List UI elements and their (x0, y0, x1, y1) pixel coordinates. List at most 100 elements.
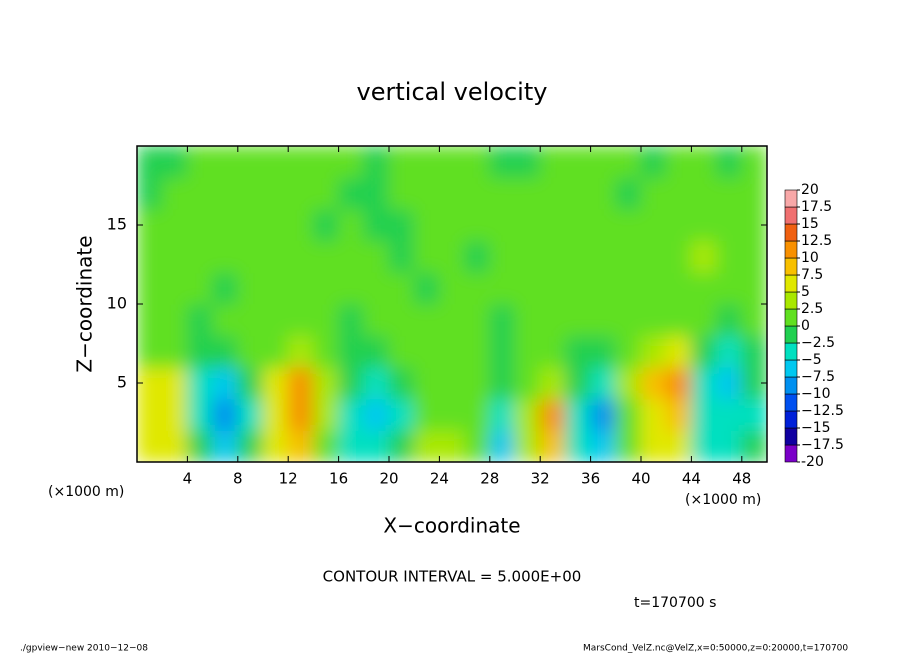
cell (716, 177, 743, 210)
cell (590, 335, 617, 368)
cell (186, 177, 214, 210)
cell (388, 398, 415, 431)
cell (287, 429, 314, 462)
cell (489, 146, 516, 179)
cell (741, 146, 767, 179)
cell (514, 208, 541, 242)
cell (716, 146, 743, 179)
cell (464, 240, 491, 273)
cell (539, 366, 566, 400)
cell (312, 271, 340, 305)
cell (640, 398, 667, 431)
cell (514, 303, 541, 337)
cell (186, 429, 214, 462)
cell (615, 366, 642, 400)
cell (640, 240, 667, 273)
cell (665, 398, 692, 431)
cell (716, 429, 743, 462)
cell (161, 366, 188, 400)
cell (741, 335, 767, 368)
y-tick-label: 10 (107, 294, 127, 313)
colorbar-swatch (784, 206, 798, 225)
colorbar-label: −17.5 (801, 437, 844, 453)
cell (388, 240, 415, 273)
cell (262, 177, 289, 210)
colorbar-label: 17.5 (801, 199, 832, 215)
cell (514, 271, 541, 305)
cell (665, 208, 692, 242)
colorbar-label: 5 (801, 284, 810, 300)
colorbar-swatch (784, 393, 798, 412)
cell (438, 208, 466, 242)
cell (665, 335, 692, 368)
cell (489, 271, 516, 305)
cell (212, 271, 239, 305)
field (137, 146, 767, 462)
cell (564, 366, 592, 400)
cell (413, 303, 440, 337)
cell (312, 398, 340, 431)
cell (741, 177, 767, 210)
cell (388, 271, 415, 305)
cell (539, 208, 566, 242)
cell (413, 271, 440, 305)
cell (413, 240, 440, 273)
colorbar-swatch (784, 291, 798, 310)
cell (312, 303, 340, 337)
cell (690, 240, 718, 273)
cell (590, 366, 617, 400)
colorbar-label: −7.5 (801, 369, 835, 385)
cell (690, 177, 718, 210)
cell (438, 240, 466, 273)
cell (690, 146, 718, 179)
cell (186, 335, 214, 368)
colorbar-swatch (784, 189, 798, 208)
cell (413, 398, 440, 431)
cell (665, 177, 692, 210)
cell (640, 335, 667, 368)
cell (564, 240, 592, 273)
cell (615, 429, 642, 462)
cell (338, 146, 365, 179)
cell (312, 177, 340, 210)
cell (388, 208, 415, 242)
cell (564, 335, 592, 368)
cells (137, 146, 767, 462)
cell (413, 146, 440, 179)
cell (212, 177, 239, 210)
cell (363, 366, 390, 400)
cell (564, 271, 592, 305)
colorbar-swatch (784, 274, 798, 293)
cell (438, 303, 466, 337)
x-label: X−coordinate (383, 514, 520, 538)
cell (514, 240, 541, 273)
cell (564, 208, 592, 242)
cell (287, 271, 314, 305)
colorbar-label: 0 (801, 318, 810, 334)
x-tick-label: 28 (480, 470, 499, 488)
cell (489, 208, 516, 242)
cell (716, 208, 743, 242)
cell (388, 177, 415, 210)
x-tick-label: 16 (329, 470, 348, 488)
cell (287, 366, 314, 400)
cell (590, 240, 617, 273)
cell (640, 146, 667, 179)
cell (590, 429, 617, 462)
cell (690, 335, 718, 368)
cell (464, 303, 491, 337)
cell (338, 240, 365, 273)
colorbar-label: 15 (801, 216, 819, 232)
cell (237, 429, 264, 462)
cell (640, 208, 667, 242)
cell (137, 429, 163, 462)
cell (690, 366, 718, 400)
cell (640, 429, 667, 462)
cell (137, 303, 163, 337)
x-tick-label: 32 (531, 470, 550, 488)
cell (212, 240, 239, 273)
cell (161, 208, 188, 242)
cell (363, 271, 390, 305)
chart-title: vertical velocity (357, 78, 548, 106)
